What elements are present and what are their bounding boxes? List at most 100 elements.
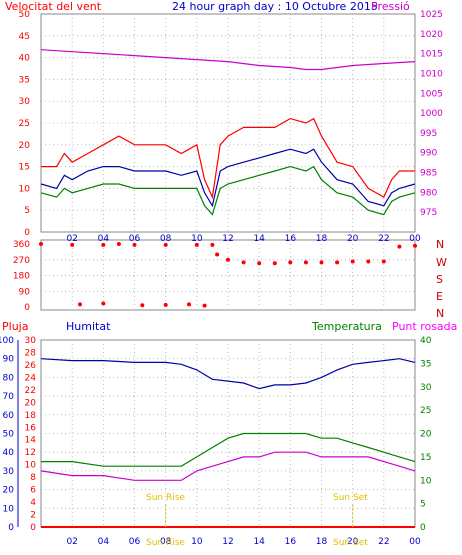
direction-point [272, 261, 277, 266]
rain-y-tick: 22 [25, 386, 36, 396]
humidity-y-tick: 80 [3, 373, 15, 383]
wind-x-tick: 02 [66, 234, 77, 244]
direction-point [350, 259, 355, 264]
direction-point [101, 242, 106, 247]
bottom-x-tick: 00 [409, 537, 421, 547]
header-date-title: 24 hour graph day : 10 Octubre 2015 [172, 0, 378, 13]
temperature-y-tick: 15 [420, 453, 431, 463]
humidity-y-tick: 60 [3, 411, 15, 421]
direction-point [101, 301, 106, 306]
direction-y-tick: 0 [24, 303, 30, 313]
temperature-y-tick: 0 [420, 523, 426, 533]
pressure-y-tick: 995 [420, 129, 437, 139]
temperature-y-tick: 5 [420, 500, 426, 510]
direction-point [215, 252, 220, 257]
temperature-y-tick: 30 [420, 383, 432, 393]
direction-point [163, 242, 168, 247]
series-temperature [41, 432, 416, 467]
bottom-x-tick: 18 [316, 537, 328, 547]
direction-point [226, 257, 230, 262]
chart-marks [17, 49, 417, 528]
rain-y-tick: 18 [25, 411, 37, 421]
direction-point [319, 260, 324, 265]
sunrise-tick-label: Sun Rise [146, 538, 185, 548]
bottom-x-tick: 08 [160, 537, 172, 547]
humidity-y-tick: 50 [3, 430, 15, 440]
compass-label-w: W [436, 256, 447, 269]
direction-y-tick: 270 [13, 256, 30, 266]
direction-point [202, 303, 207, 308]
wind-x-tick: 12 [222, 234, 233, 244]
chart-tick-labels: 0510152025303540455097598098599099510001… [0, 10, 443, 547]
pressure-y-tick: 975 [420, 208, 437, 218]
pressure-y-tick: 1020 [420, 30, 443, 40]
direction-point [413, 243, 417, 248]
wind-y-tick: 45 [19, 32, 30, 42]
direction-point [397, 244, 402, 249]
pressure-y-tick: 1005 [420, 89, 443, 99]
direction-point [288, 260, 293, 265]
wind-y-tick: 40 [19, 54, 31, 64]
humidity-y-tick: 100 [0, 336, 14, 346]
humidity-y-tick: 70 [3, 392, 15, 402]
sunrise-label: Sun Rise [146, 493, 185, 503]
temperature-label: Temperatura [311, 320, 382, 333]
humidity-temperature-panel [40, 339, 416, 528]
pressure-y-tick: 985 [420, 169, 437, 179]
rain-y-tick: 10 [25, 461, 37, 471]
bottom-x-tick: 16 [285, 537, 297, 547]
dewpoint-label: Punt rosada [392, 320, 457, 333]
wind-direction-panel [40, 239, 416, 311]
bottom-x-tick: 12 [222, 537, 233, 547]
humidity-y-tick: 40 [3, 448, 15, 458]
wind-y-tick: 25 [19, 119, 30, 129]
rain-y-tick: 14 [25, 436, 37, 446]
wind-x-tick: 10 [191, 234, 203, 244]
direction-point [70, 242, 75, 247]
wind-y-tick: 35 [19, 75, 30, 85]
rain-y-tick: 0 [30, 523, 36, 533]
wind-y-tick: 10 [19, 184, 31, 194]
wind-y-tick: 15 [19, 163, 30, 173]
series-wind_min [40, 165, 416, 216]
wind-x-tick: 14 [253, 234, 265, 244]
rain-y-tick: 28 [25, 348, 37, 358]
series-dewpoint [40, 451, 416, 481]
direction-point [163, 302, 168, 307]
humidity-label: Humitat [66, 320, 111, 333]
direction-point [335, 260, 340, 265]
temperature-y-tick: 40 [420, 336, 432, 346]
rain-y-tick: 2 [30, 511, 36, 521]
series-wind_avg [40, 148, 416, 208]
rain-y-tick: 20 [25, 398, 37, 408]
wind-x-tick: 00 [409, 234, 421, 244]
rain-y-tick: 6 [30, 486, 36, 496]
bottom-x-tick: 06 [129, 537, 141, 547]
wind-y-tick: 5 [24, 206, 30, 216]
series-humidity [40, 358, 416, 390]
bottom-x-tick: 22 [378, 537, 389, 547]
compass-label-e: E [436, 290, 443, 303]
direction-y-tick: 180 [13, 272, 30, 282]
wind-x-tick: 08 [160, 234, 172, 244]
header-pressure-label: Pressió [371, 0, 410, 13]
pressure-y-tick: 980 [420, 188, 437, 198]
series-pressure [40, 49, 416, 71]
wind-y-tick: 50 [19, 10, 31, 20]
direction-point [140, 303, 145, 308]
humidity-y-tick: 20 [3, 486, 15, 496]
rain-y-tick: 12 [25, 448, 36, 458]
wind-x-tick: 04 [98, 234, 110, 244]
pressure-y-tick: 1010 [420, 69, 443, 79]
sunset-label: Sun Set [333, 493, 368, 503]
rain-y-tick: 8 [30, 473, 36, 483]
wind-x-tick: 18 [316, 234, 328, 244]
direction-point [241, 260, 246, 265]
humidity-y-tick: 10 [3, 504, 15, 514]
direction-point [194, 242, 199, 247]
temperature-y-tick: 10 [420, 476, 432, 486]
direction-point [366, 259, 371, 264]
bottom-x-tick: 14 [253, 537, 265, 547]
pressure-y-tick: 1015 [420, 50, 443, 60]
